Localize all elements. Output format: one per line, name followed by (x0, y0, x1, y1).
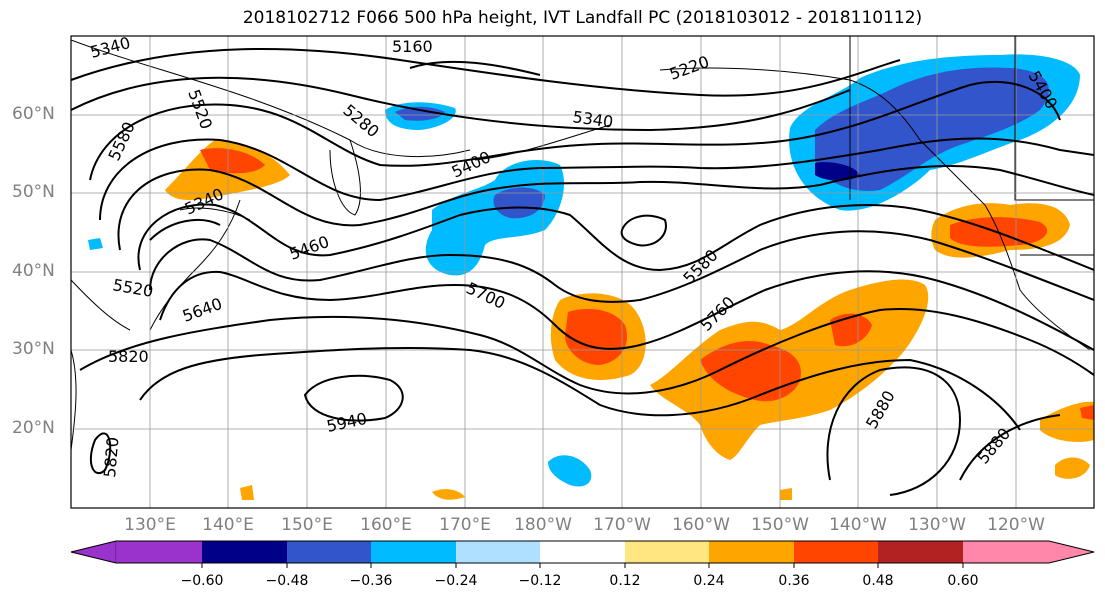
contour-label: 5160 (392, 37, 433, 56)
lon-label: 160°E (360, 515, 412, 535)
ivt-positive-shading (165, 140, 1094, 500)
lon-label: 180°W (514, 515, 572, 535)
colorbar-tick-label: 0.24 (693, 573, 725, 589)
lon-label: 150°W (751, 515, 809, 535)
graticule (71, 36, 1094, 508)
colorbar-cell (70, 540, 117, 564)
lon-label: 130°E (124, 515, 176, 535)
lon-label: 140°W (829, 515, 887, 535)
blue-patch-tropics (548, 455, 592, 487)
orange-patch-central-pacific-core (565, 308, 628, 365)
colorbar-tick-label: −0.36 (349, 573, 393, 589)
lat-label-60n: 60°N (12, 104, 55, 124)
lat-label-20n: 20°N (12, 418, 55, 438)
colorbar-outline (70, 540, 1095, 564)
orange-patch-hawaii-east (1040, 401, 1094, 442)
colorbar-tick-label: 0.48 (862, 573, 894, 589)
orange-patch-subtropical-core2 (830, 313, 872, 347)
blue-patch-small (88, 238, 103, 250)
blue-patch-kamchatka-mid (395, 106, 445, 121)
contour-label: 5820 (100, 436, 122, 478)
orange-patch-tiny4 (780, 488, 792, 500)
coastlines (71, 36, 1094, 451)
colorbar (70, 540, 1095, 568)
orange-patch-tiny2 (240, 485, 254, 500)
colorbar-cell (116, 541, 202, 563)
colorbar-cell (963, 541, 1049, 563)
lat-label-40n: 40°N (12, 261, 55, 281)
lat-label-30n: 30°N (12, 339, 55, 359)
orange-patch-tiny1 (432, 489, 465, 500)
colorbar-cell (287, 541, 371, 563)
map-title: 2018102712 F066 500 hPa height, IVT Land… (242, 8, 923, 28)
contour-label: 5820 (108, 347, 149, 366)
orange-patch-japan-sea-core (200, 148, 265, 174)
lon-label: 170°E (439, 515, 491, 535)
lon-label: 170°W (593, 515, 651, 535)
blue-patch-alaska-mid (815, 67, 1049, 191)
blue-patch-alaska-core (815, 162, 860, 181)
colorbar-tick-label: 0.60 (947, 573, 979, 589)
height-contours (71, 47, 1094, 496)
colorbar-tick-label: 0.36 (778, 573, 810, 589)
lat-label-50n: 50°N (12, 182, 55, 202)
colorbar-cell (709, 541, 794, 563)
colorbar-tick-label: 0.12 (609, 573, 641, 589)
colorbar-cell (540, 541, 625, 563)
orange-patch-subtropical-core (700, 340, 801, 402)
orange-patch-hawaii-east-core (1080, 405, 1094, 420)
ivt-negative-shading (88, 54, 1080, 487)
colorbar-cell (371, 541, 456, 563)
colorbar-cell (625, 541, 709, 563)
lon-label: 150°E (281, 515, 333, 535)
colorbar-cell (794, 541, 878, 563)
lon-label: 140°E (202, 515, 254, 535)
colorbar-tick-label: −0.12 (518, 573, 562, 589)
colorbar-tick-label: −0.60 (180, 573, 224, 589)
orange-patch-tiny3 (1055, 457, 1090, 479)
lon-label: 130°W (908, 515, 966, 535)
colorbar-cell (202, 541, 287, 563)
colorbar-cell (456, 541, 540, 563)
blue-patch-north-pacific-mid (493, 187, 545, 219)
lon-label: 120°W (987, 515, 1045, 535)
colorbar-tick-label: −0.24 (434, 573, 478, 589)
colorbar-cell (1049, 541, 1094, 563)
colorbar-cell (878, 541, 963, 563)
lon-label: 160°W (672, 515, 730, 535)
map-border (70, 35, 1095, 509)
colorbar-tick-label: −0.48 (265, 573, 309, 589)
